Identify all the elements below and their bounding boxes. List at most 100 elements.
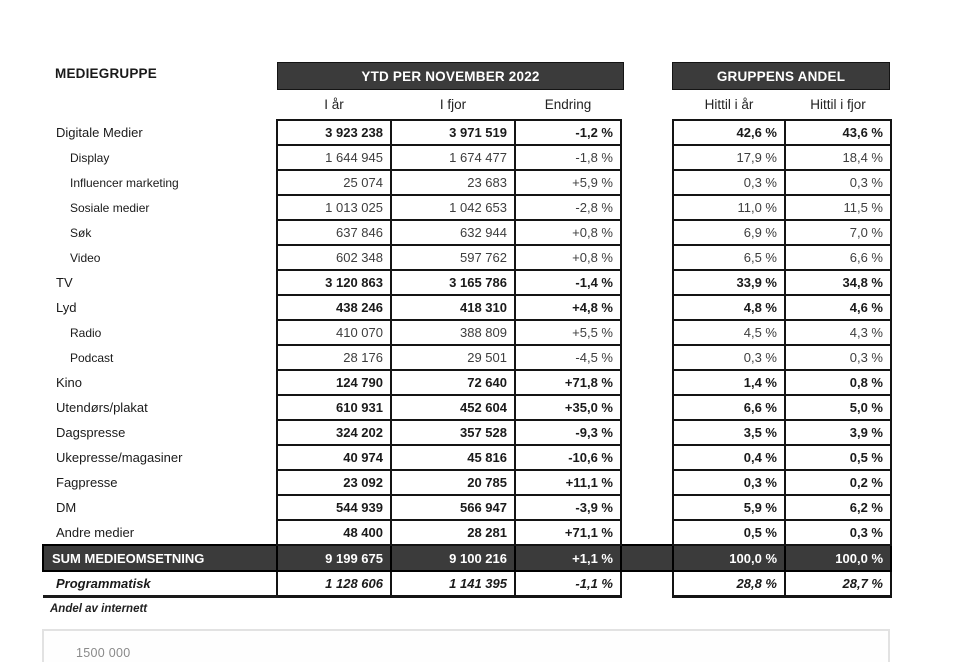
- cell-hittil-i-ar: 42,6 %: [672, 119, 786, 146]
- cell-i-fjor: 1 042 653: [390, 194, 516, 221]
- col-header-hittil-i-ar: Hittil i år: [704, 97, 754, 112]
- cell-i-ar: 40 974: [276, 444, 392, 471]
- gap-column: [621, 370, 673, 395]
- gap-column: [621, 495, 673, 520]
- andel-av-internett-footnote: Andel av internett: [50, 603, 148, 615]
- cell-i-ar: 1 128 606: [276, 570, 392, 598]
- cell-hittil-i-fjor: 6,2 %: [784, 494, 892, 521]
- cell-endring: +71,1 %: [514, 519, 622, 546]
- table-row: Andre medier 48 400 28 281 +71,1 % 0,5 %…: [43, 519, 892, 546]
- col-header-i-fjor: I fjor: [439, 97, 467, 112]
- cell-hittil-i-fjor: 0,3 %: [784, 519, 892, 546]
- cell-i-ar: 438 246: [276, 294, 392, 321]
- gap-column: [621, 520, 673, 545]
- gap-column: [621, 145, 673, 170]
- cell-hittil-i-ar: 6,6 %: [672, 394, 786, 421]
- cell-hittil-i-ar: 4,8 %: [672, 294, 786, 321]
- cell-hittil-i-fjor: 0,2 %: [784, 469, 892, 496]
- cell-i-fjor: 1 141 395: [390, 570, 516, 598]
- cell-endring: -4,5 %: [514, 344, 622, 371]
- gap-column: [621, 195, 673, 220]
- row-label: Dagspresse: [56, 425, 126, 440]
- cell-i-fjor: 388 809: [390, 319, 516, 346]
- cell-i-ar: 3 120 863: [276, 269, 392, 296]
- cell-hittil-i-ar: 3,5 %: [672, 419, 786, 446]
- table-row: Utendørs/plakat 610 931 452 604 +35,0 % …: [43, 394, 892, 421]
- gap-column: [620, 544, 674, 572]
- cell-i-fjor: 1 674 477: [390, 144, 516, 171]
- cell-endring: -1,1 %: [514, 570, 622, 598]
- row-label: Ukepresse/magasiner: [56, 450, 183, 465]
- cell-i-fjor: 632 944: [390, 219, 516, 246]
- gap-column: [621, 120, 673, 145]
- cell-hittil-i-fjor: 0,3 %: [784, 344, 892, 371]
- cell-i-ar: 610 931: [276, 394, 392, 421]
- cell-i-ar: 23 092: [276, 469, 392, 496]
- table-row: Søk 637 846 632 944 +0,8 % 6,9 % 7,0 %: [43, 219, 892, 246]
- cell-hittil-i-fjor: 11,5 %: [784, 194, 892, 221]
- table-row: SUM MEDIEOMSETNING 9 199 675 9 100 216 +…: [42, 544, 892, 572]
- cell-i-fjor: 357 528: [390, 419, 516, 446]
- table-row: TV 3 120 863 3 165 786 -1,4 % 33,9 % 34,…: [43, 269, 892, 296]
- cell-hittil-i-fjor: 18,4 %: [784, 144, 892, 171]
- cell-i-fjor: 566 947: [390, 494, 516, 521]
- cell-i-ar: 602 348: [276, 244, 392, 271]
- cell-hittil-i-fjor: 0,8 %: [784, 369, 892, 396]
- cell-endring: +0,8 %: [514, 219, 622, 246]
- cell-endring: -1,2 %: [514, 119, 622, 146]
- cell-i-fjor: 3 165 786: [390, 269, 516, 296]
- gap-column: [621, 220, 673, 245]
- cell-hittil-i-ar: 0,3 %: [672, 344, 786, 371]
- cell-endring: +35,0 %: [514, 394, 622, 421]
- row-label: TV: [56, 275, 73, 290]
- chart-axis-label: 1500 000: [76, 646, 131, 660]
- cell-hittil-i-ar: 1,4 %: [672, 369, 786, 396]
- table-row: Ukepresse/magasiner 40 974 45 816 -10,6 …: [43, 444, 892, 471]
- cell-i-fjor: 29 501: [390, 344, 516, 371]
- row-label: Lyd: [56, 300, 77, 315]
- cell-endring: -2,8 %: [514, 194, 622, 221]
- cell-i-fjor: 9 100 216: [390, 544, 516, 572]
- cell-i-fjor: 597 762: [390, 244, 516, 271]
- table-row: Dagspresse 324 202 357 528 -9,3 % 3,5 % …: [43, 419, 892, 446]
- cropped-chart-panel: 1500 000: [42, 629, 890, 662]
- cell-endring: +5,5 %: [514, 319, 622, 346]
- row-label: Søk: [70, 225, 92, 240]
- gap-column: [621, 270, 673, 295]
- cell-endring: +0,8 %: [514, 244, 622, 271]
- cell-i-ar: 544 939: [276, 494, 392, 521]
- table-row: Lyd 438 246 418 310 +4,8 % 4,8 % 4,6 %: [43, 294, 892, 321]
- table-row: Radio 410 070 388 809 +5,5 % 4,5 % 4,3 %: [43, 319, 892, 346]
- row-label: Sosiale medier: [70, 200, 150, 215]
- gap-column: [621, 571, 673, 596]
- gap-column: [621, 320, 673, 345]
- cell-i-fjor: 45 816: [390, 444, 516, 471]
- cell-hittil-i-fjor: 100,0 %: [784, 544, 892, 572]
- cell-hittil-i-fjor: 43,6 %: [784, 119, 892, 146]
- gap-column: [621, 245, 673, 270]
- table-row: Video 602 348 597 762 +0,8 % 6,5 % 6,6 %: [43, 244, 892, 271]
- cell-i-fjor: 72 640: [390, 369, 516, 396]
- cell-i-fjor: 20 785: [390, 469, 516, 496]
- cell-i-fjor: 28 281: [390, 519, 516, 546]
- cell-hittil-i-ar: 100,0 %: [672, 544, 786, 572]
- gap-column: [621, 295, 673, 320]
- gap-column: [621, 90, 673, 120]
- table-row: Display 1 644 945 1 674 477 -1,8 % 17,9 …: [43, 144, 892, 171]
- cell-i-ar: 1 013 025: [276, 194, 392, 221]
- row-label: Influencer marketing: [70, 175, 179, 190]
- cell-hittil-i-fjor: 28,7 %: [784, 570, 892, 598]
- gap-column: [621, 470, 673, 495]
- gap-column: [621, 170, 673, 195]
- cell-endring: +4,8 %: [514, 294, 622, 321]
- cell-hittil-i-ar: 17,9 %: [672, 144, 786, 171]
- cell-endring: +11,1 %: [514, 469, 622, 496]
- cell-hittil-i-ar: 0,3 %: [672, 169, 786, 196]
- col-header-i-ar: I år: [324, 97, 344, 112]
- cell-hittil-i-fjor: 0,5 %: [784, 444, 892, 471]
- cell-hittil-i-fjor: 0,3 %: [784, 169, 892, 196]
- cell-i-ar: 124 790: [276, 369, 392, 396]
- row-label: Display: [70, 150, 110, 165]
- table-row: Digitale Medier 3 923 238 3 971 519 -1,2…: [43, 119, 892, 146]
